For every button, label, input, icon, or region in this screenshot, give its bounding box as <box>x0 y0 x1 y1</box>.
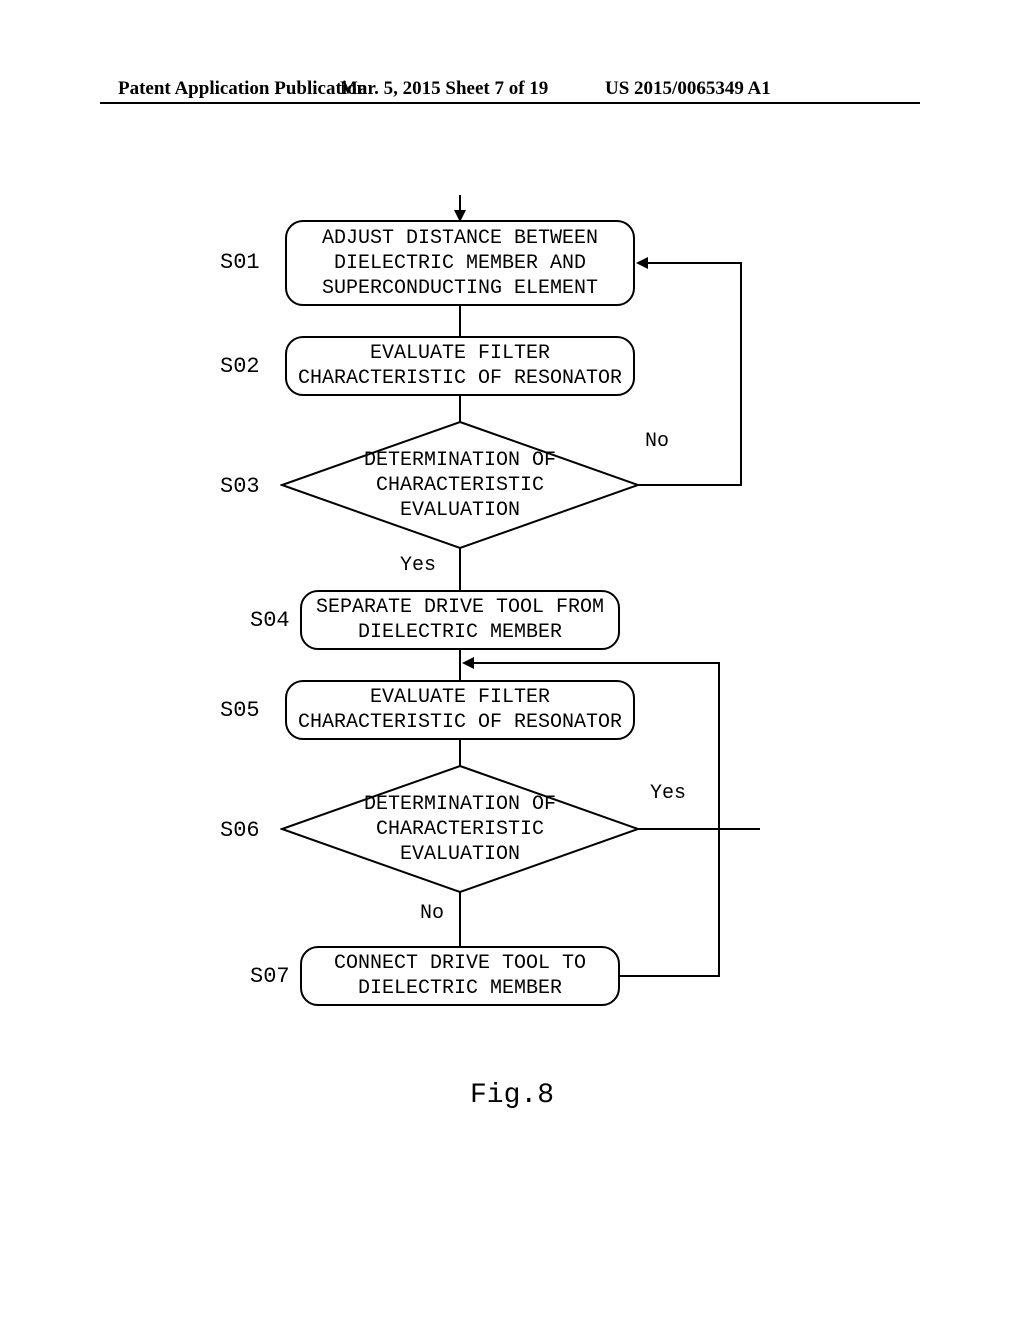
step-label-s05: S05 <box>220 698 260 723</box>
node-s01: ADJUST DISTANCE BETWEEN DIELECTRIC MEMBE… <box>285 220 635 306</box>
step-label-s02: S02 <box>220 354 260 379</box>
edge-s03-no-arrow <box>636 257 648 269</box>
flowchart: S01 ADJUST DISTANCE BETWEEN DIELECTRIC M… <box>0 0 1024 1320</box>
edge-label-s03-no: No <box>645 430 669 453</box>
node-s04-text: SEPARATE DRIVE TOOL FROM DIELECTRIC MEMB… <box>316 595 604 645</box>
figure-label: Fig.8 <box>0 1080 1024 1111</box>
edge-label-s03-yes: Yes <box>400 554 436 577</box>
edge-label-s06-no: No <box>420 902 444 925</box>
node-s07: CONNECT DRIVE TOOL TO DIELECTRIC MEMBER <box>300 946 620 1006</box>
step-label-s01: S01 <box>220 250 260 275</box>
edge-s07-loop-v <box>718 662 720 977</box>
edge-s03-s04 <box>459 548 461 590</box>
edge-s01-s02 <box>459 306 461 336</box>
edge-s03-no-h2 <box>647 262 742 264</box>
step-label-s06: S06 <box>220 818 260 843</box>
node-s02: EVALUATE FILTER CHARACTERISTIC OF RESONA… <box>285 336 635 396</box>
step-label-s03: S03 <box>220 474 260 499</box>
node-s05-text: EVALUATE FILTER CHARACTERISTIC OF RESONA… <box>298 685 622 735</box>
node-s06: DETERMINATION OF CHARACTERISTIC EVALUATI… <box>280 764 640 894</box>
node-s05: EVALUATE FILTER CHARACTERISTIC OF RESONA… <box>285 680 635 740</box>
node-s03: DETERMINATION OF CHARACTERISTIC EVALUATI… <box>280 420 640 550</box>
edge-s06-yes <box>638 828 760 830</box>
node-s03-text: DETERMINATION OF CHARACTERISTIC EVALUATI… <box>364 448 556 523</box>
edge-s03-no-v <box>740 262 742 486</box>
edge-label-s06-yes: Yes <box>650 782 686 805</box>
edge-s07-loop-h2 <box>472 662 720 664</box>
node-s07-text: CONNECT DRIVE TOOL TO DIELECTRIC MEMBER <box>334 951 586 1001</box>
edge-s03-no-h1 <box>638 484 740 486</box>
node-s01-text: ADJUST DISTANCE BETWEEN DIELECTRIC MEMBE… <box>322 226 598 301</box>
node-s04: SEPARATE DRIVE TOOL FROM DIELECTRIC MEMB… <box>300 590 620 650</box>
edge-s06-s07 <box>459 892 461 946</box>
page: Patent Application Publication Mar. 5, 2… <box>0 0 1024 1320</box>
edge-s07-loop-h1 <box>620 975 720 977</box>
node-s02-text: EVALUATE FILTER CHARACTERISTIC OF RESONA… <box>298 341 622 391</box>
edge-s04-s05 <box>459 650 461 680</box>
step-label-s04: S04 <box>250 608 290 633</box>
step-label-s07: S07 <box>250 964 290 989</box>
node-s06-text: DETERMINATION OF CHARACTERISTIC EVALUATI… <box>364 792 556 867</box>
